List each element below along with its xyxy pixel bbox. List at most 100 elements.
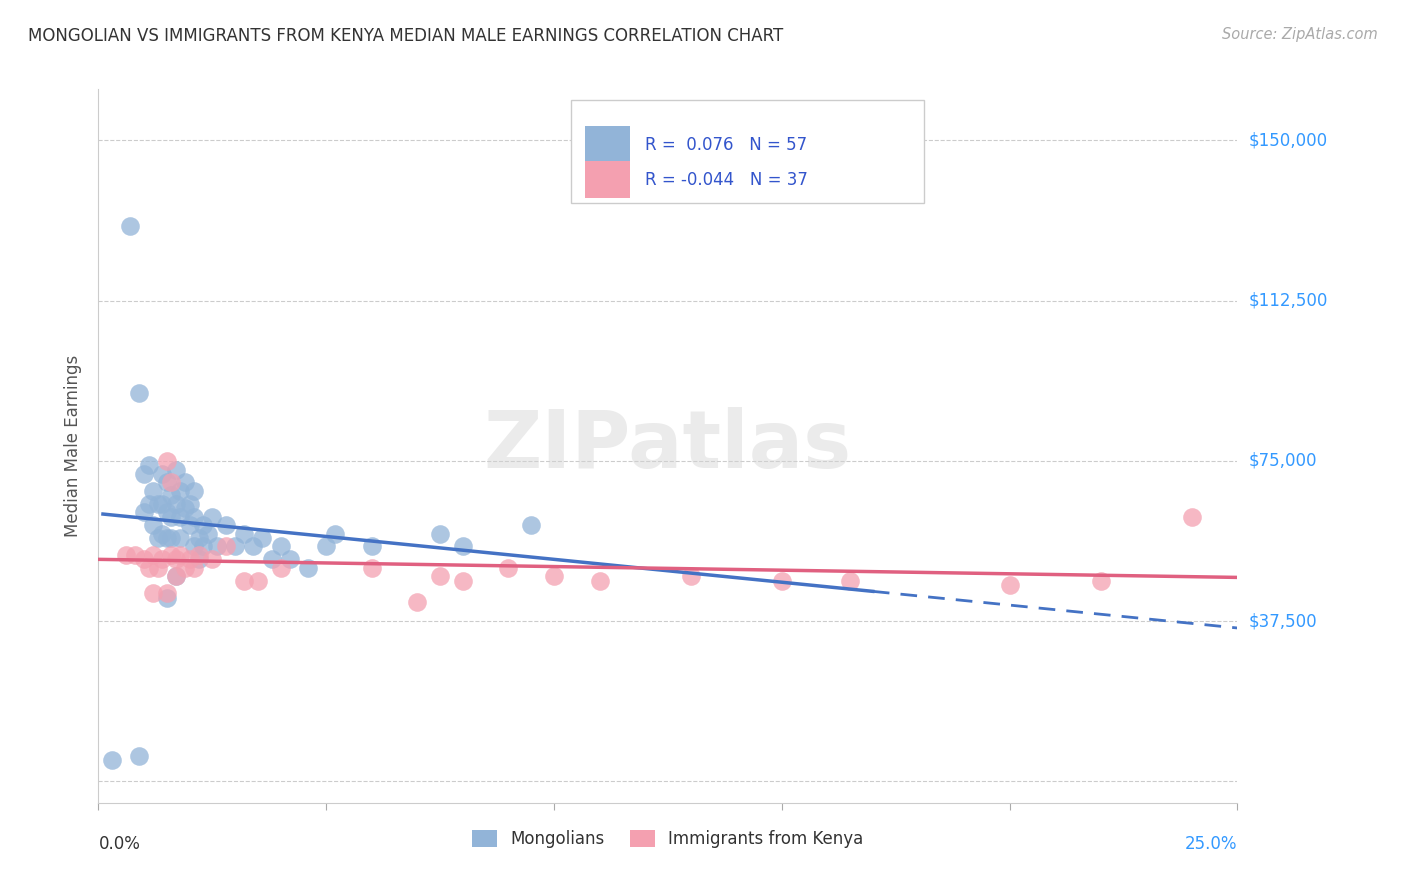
Point — [1181, 509, 1204, 524]
Point — [128, 748, 150, 763]
Point — [679, 569, 702, 583]
Y-axis label: Median Male Earnings: Median Male Earnings — [65, 355, 83, 537]
Point — [160, 548, 183, 562]
Text: 0.0%: 0.0% — [98, 835, 141, 853]
Text: R = -0.044   N = 37: R = -0.044 N = 37 — [645, 171, 808, 189]
Point — [187, 531, 209, 545]
Point — [160, 475, 183, 490]
Point — [179, 552, 201, 566]
Point — [1090, 574, 1112, 588]
Point — [142, 483, 165, 498]
Point — [156, 475, 179, 490]
Point — [183, 561, 205, 575]
Point — [201, 552, 224, 566]
Point — [179, 518, 201, 533]
Point — [150, 526, 173, 541]
Point — [165, 569, 187, 583]
Point — [193, 540, 215, 554]
FancyBboxPatch shape — [585, 127, 630, 164]
Text: 25.0%: 25.0% — [1185, 835, 1237, 853]
Point — [998, 578, 1021, 592]
Point — [520, 518, 543, 533]
Point — [201, 509, 224, 524]
Point — [543, 569, 565, 583]
Point — [156, 591, 179, 605]
Point — [323, 526, 346, 541]
Point — [169, 548, 191, 562]
Point — [270, 540, 292, 554]
Point — [150, 552, 173, 566]
Point — [138, 458, 160, 473]
Point — [165, 569, 187, 583]
Point — [315, 540, 337, 554]
Point — [197, 526, 219, 541]
Point — [360, 540, 382, 554]
Point — [224, 540, 246, 554]
Point — [174, 475, 197, 490]
Point — [146, 561, 169, 575]
Point — [588, 574, 610, 588]
Point — [174, 500, 197, 515]
Point — [205, 540, 228, 554]
Point — [246, 574, 269, 588]
Point — [183, 540, 205, 554]
Point — [146, 497, 169, 511]
Point — [160, 488, 183, 502]
Point — [165, 552, 187, 566]
Point — [242, 540, 264, 554]
Text: Source: ZipAtlas.com: Source: ZipAtlas.com — [1222, 27, 1378, 42]
Point — [142, 548, 165, 562]
Point — [215, 540, 238, 554]
Point — [187, 552, 209, 566]
Text: $112,500: $112,500 — [1249, 292, 1327, 310]
Point — [429, 569, 451, 583]
Point — [169, 483, 191, 498]
Point — [124, 548, 146, 562]
Point — [138, 561, 160, 575]
Point — [146, 531, 169, 545]
Point — [132, 552, 155, 566]
Legend: Mongolians, Immigrants from Kenya: Mongolians, Immigrants from Kenya — [472, 830, 863, 848]
Point — [183, 483, 205, 498]
Point — [169, 509, 191, 524]
Point — [215, 518, 238, 533]
Point — [770, 574, 793, 588]
Point — [132, 467, 155, 481]
Point — [233, 526, 256, 541]
Point — [360, 561, 382, 575]
Point — [179, 497, 201, 511]
Point — [451, 540, 474, 554]
Point — [128, 385, 150, 400]
Text: $150,000: $150,000 — [1249, 131, 1327, 150]
Point — [451, 574, 474, 588]
Point — [270, 561, 292, 575]
Point — [142, 586, 165, 600]
Point — [114, 548, 136, 562]
Point — [260, 552, 283, 566]
Point — [187, 548, 209, 562]
FancyBboxPatch shape — [585, 161, 630, 198]
Text: R =  0.076   N = 57: R = 0.076 N = 57 — [645, 136, 807, 153]
Point — [156, 586, 179, 600]
Point — [138, 497, 160, 511]
Point — [233, 574, 256, 588]
Point — [101, 753, 124, 767]
Point — [429, 526, 451, 541]
Point — [150, 497, 173, 511]
Point — [193, 518, 215, 533]
FancyBboxPatch shape — [571, 100, 924, 203]
Point — [498, 561, 520, 575]
Point — [169, 531, 191, 545]
Point — [156, 505, 179, 519]
Point — [120, 219, 142, 233]
Point — [252, 531, 274, 545]
Point — [160, 531, 183, 545]
Text: $37,500: $37,500 — [1249, 612, 1317, 630]
Point — [165, 497, 187, 511]
Point — [132, 505, 155, 519]
Text: ZIPatlas: ZIPatlas — [484, 407, 852, 485]
Point — [150, 467, 173, 481]
Point — [278, 552, 301, 566]
Point — [165, 462, 187, 476]
Point — [156, 531, 179, 545]
